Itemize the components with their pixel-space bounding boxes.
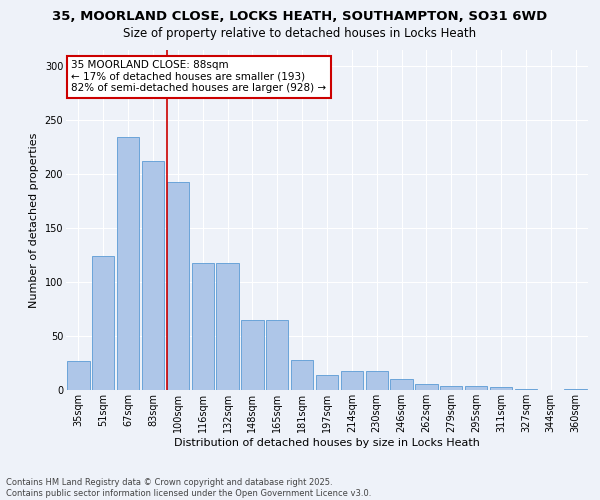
- Bar: [341, 370, 363, 390]
- Text: Size of property relative to detached houses in Locks Heath: Size of property relative to detached ho…: [124, 28, 476, 40]
- Bar: [440, 386, 463, 390]
- Bar: [92, 256, 115, 390]
- Text: Contains HM Land Registry data © Crown copyright and database right 2025.
Contai: Contains HM Land Registry data © Crown c…: [6, 478, 371, 498]
- Bar: [316, 375, 338, 390]
- Bar: [241, 320, 263, 390]
- Bar: [67, 361, 89, 390]
- Bar: [117, 138, 139, 390]
- Bar: [266, 320, 289, 390]
- Bar: [217, 262, 239, 390]
- X-axis label: Distribution of detached houses by size in Locks Heath: Distribution of detached houses by size …: [174, 438, 480, 448]
- Bar: [490, 387, 512, 390]
- Bar: [365, 370, 388, 390]
- Y-axis label: Number of detached properties: Number of detached properties: [29, 132, 39, 308]
- Text: 35, MOORLAND CLOSE, LOCKS HEATH, SOUTHAMPTON, SO31 6WD: 35, MOORLAND CLOSE, LOCKS HEATH, SOUTHAM…: [52, 10, 548, 23]
- Text: 35 MOORLAND CLOSE: 88sqm
← 17% of detached houses are smaller (193)
82% of semi-: 35 MOORLAND CLOSE: 88sqm ← 17% of detach…: [71, 60, 326, 94]
- Bar: [291, 360, 313, 390]
- Bar: [515, 389, 537, 390]
- Bar: [415, 384, 437, 390]
- Bar: [565, 389, 587, 390]
- Bar: [142, 161, 164, 390]
- Bar: [191, 262, 214, 390]
- Bar: [391, 379, 413, 390]
- Bar: [167, 182, 189, 390]
- Bar: [465, 386, 487, 390]
